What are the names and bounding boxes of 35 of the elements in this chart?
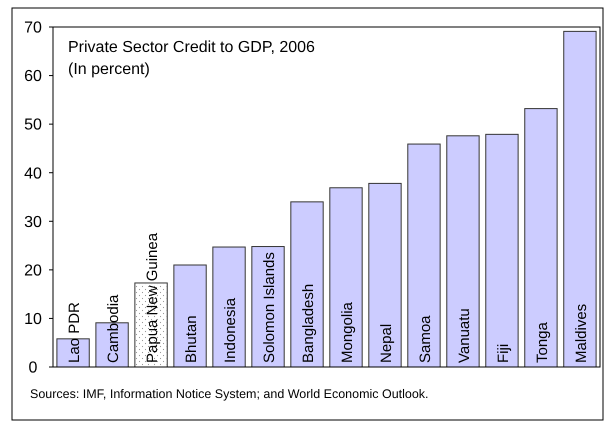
text: Private Sector Credit to GDP, 2006 bbox=[68, 39, 316, 56]
bar bbox=[173, 264, 207, 368]
bar bbox=[446, 135, 480, 368]
x-tick-label: Fiji bbox=[494, 344, 512, 363]
bar bbox=[290, 201, 324, 368]
y-tick-label: 10 bbox=[24, 311, 42, 328]
bar bbox=[485, 134, 519, 368]
y-tick-label: 70 bbox=[24, 20, 42, 37]
bar bbox=[212, 246, 246, 368]
x-tick-label: Maldives bbox=[572, 304, 590, 363]
bar bbox=[407, 144, 441, 368]
y-tick-label: 0 bbox=[28, 360, 38, 377]
bar bbox=[524, 108, 558, 368]
x-tick-label: Nepal bbox=[378, 324, 395, 363]
bar bbox=[329, 187, 363, 368]
y-tick-label: 40 bbox=[24, 165, 42, 182]
x-tick-label: Solomon Islands bbox=[261, 252, 278, 363]
x-tick-label: Mongolia bbox=[338, 301, 356, 363]
x-tick-label: Lao PDR bbox=[66, 302, 84, 363]
x-tick-label: Vanuatu bbox=[456, 308, 473, 363]
x-tick-label: Cambodia bbox=[105, 294, 122, 363]
bar bbox=[563, 30, 597, 368]
x-tick-label: Bhutan bbox=[183, 315, 200, 363]
y-tick-label: 50 bbox=[24, 116, 42, 134]
x-tick-label: Bangladesh bbox=[300, 284, 318, 363]
x-tick-label: Papua New Guinea bbox=[144, 232, 162, 363]
x-tick-label: Tonga bbox=[534, 321, 551, 363]
x-tick-label: Samoa bbox=[416, 314, 434, 363]
source-note: Sources: IMF, Information Notice System; and World Economic Outlook. bbox=[30, 387, 429, 401]
y-tick-label: 30 bbox=[24, 214, 42, 231]
y-tick-label: 20 bbox=[24, 262, 42, 280]
y-tick-label: 60 bbox=[24, 68, 42, 86]
text: (In percent) bbox=[68, 61, 150, 78]
x-tick-label: Indonesia bbox=[222, 297, 240, 363]
bar bbox=[368, 182, 402, 368]
